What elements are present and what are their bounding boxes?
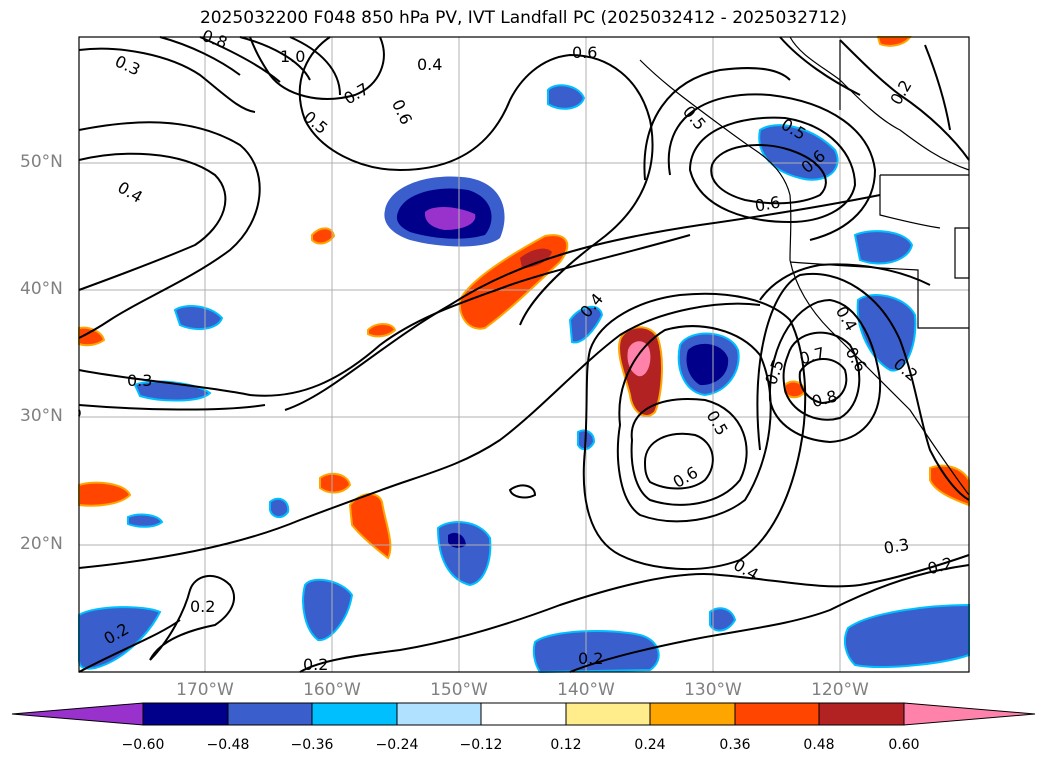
contour-label: 0.4 — [417, 55, 442, 74]
lon-label-120w: 120°W — [811, 680, 869, 700]
contour-label: 0.3 — [882, 535, 910, 558]
colorbar-tick: −0.36 — [290, 737, 334, 753]
colorbar-extend-low — [11, 702, 144, 726]
lon-label-140w: 140°W — [557, 680, 615, 700]
colorbar-tick: 0.48 — [803, 737, 835, 753]
ivt-contours — [78, 36, 970, 673]
contour-label: 0.2 — [303, 655, 328, 674]
lon-label-150w: 150°W — [430, 680, 488, 700]
colorbar-tick: −0.12 — [459, 737, 503, 753]
contour-label: 0.2 — [190, 597, 215, 616]
lat-label-50n: 50°N — [20, 152, 63, 172]
colorbar-tick: −0.24 — [375, 737, 419, 753]
contour-label: 0.3 — [127, 371, 152, 390]
map-frame — [78, 36, 970, 673]
lon-label-130w: 130°W — [684, 680, 742, 700]
map-title: 2025032200 F048 850 hPa PV, IVT Landfall… — [199, 8, 847, 28]
colorbar-tick: −0.60 — [121, 737, 165, 753]
contour-labels: 1.0 0.8 0.7 0.6 0.5 0.4 0.3 0.6 0.5 0.5 … — [100, 26, 955, 674]
colorbar-tick: 0.36 — [719, 737, 751, 753]
gridlines — [79, 37, 969, 672]
contour-label: 0.2 — [578, 649, 603, 668]
lat-label-40n: 40°N — [20, 279, 63, 299]
contour-label: 0.6 — [753, 192, 781, 215]
coastlines — [639, 36, 970, 496]
colorbar-tick: 0.24 — [634, 737, 666, 753]
lon-label-170w: 170°W — [176, 680, 234, 700]
pv-strong-negative-core — [424, 206, 476, 230]
colorbar — [11, 702, 1036, 726]
colorbar-extend-high — [903, 702, 1036, 726]
lon-label-160w: 160°W — [303, 680, 361, 700]
colorbar-tick: 0.12 — [550, 737, 582, 753]
contour-label: 1.0 — [280, 47, 305, 66]
colorbar-tick: −0.48 — [206, 737, 250, 753]
lat-label-20n: 20°N — [20, 534, 63, 554]
colorbar-tick: 0.60 — [888, 737, 920, 753]
lat-label-30n: 30°N — [20, 406, 63, 426]
contour-label: 0.6 — [572, 43, 597, 62]
